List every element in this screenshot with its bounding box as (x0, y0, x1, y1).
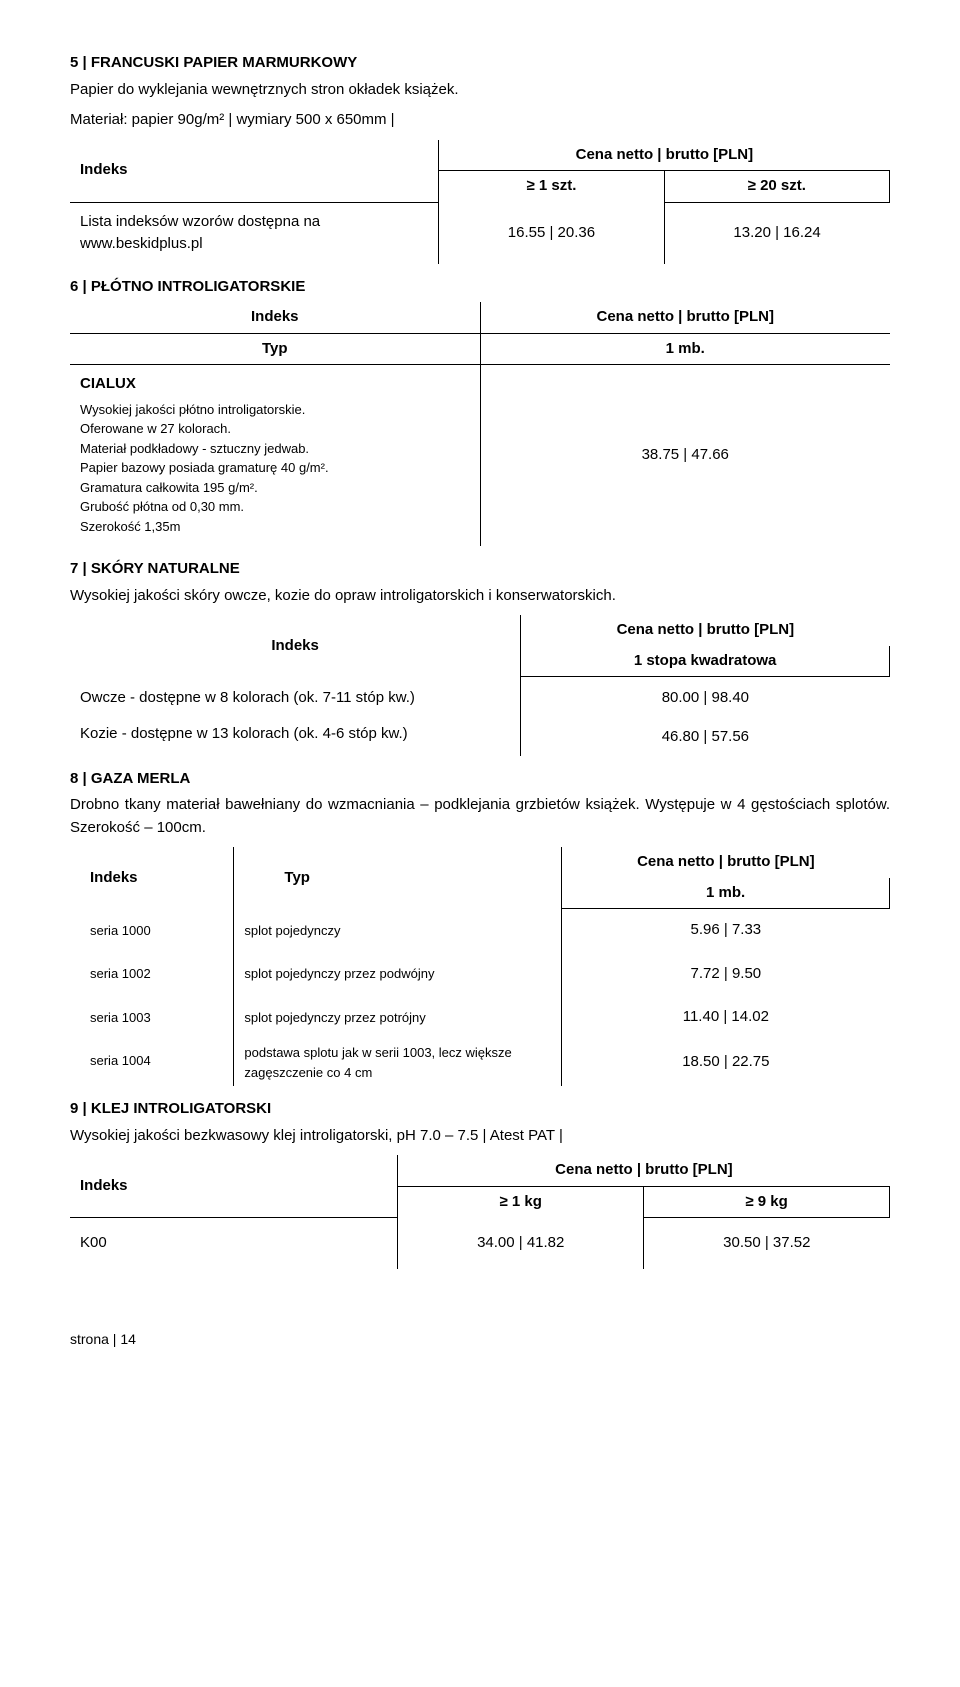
s6-price: 38.75 | 47.66 (480, 365, 890, 547)
s8-idx: seria 1003 (70, 996, 234, 1040)
s5-p2: 13.20 | 16.24 (664, 202, 889, 264)
s9-h-q1: ≥ 1 kg (398, 1186, 644, 1218)
section6-table: Indeks Cena netto | brutto [PLN] Typ 1 m… (70, 302, 890, 546)
s6-d3: Materiał podkładowy - sztuczny jedwab. (80, 439, 470, 459)
s5-h-indeks: Indeks (70, 140, 439, 203)
page-footer: strona | 14 (70, 1329, 890, 1350)
s6-cialux: CIALUX (80, 373, 470, 396)
s9-p1: 34.00 | 41.82 (398, 1218, 644, 1269)
table-row: seria 1004podstawa splotu jak w serii 10… (70, 1039, 890, 1086)
s5-row-label: Lista indeksów wzorów dostępna na www.be… (70, 202, 439, 264)
s6-d7: Szerokość 1,35m (80, 517, 470, 537)
s5-h-price: Cena netto | brutto [PLN] (439, 140, 890, 171)
section5-desc1: Papier do wyklejania wewnętrznych stron … (70, 79, 890, 102)
s6-d6: Grubość płótna od 0,30 mm. (80, 497, 470, 517)
section7-desc: Wysokiej jakości skóry owcze, kozie do o… (70, 585, 890, 608)
s6-d2: Oferowane w 27 kolorach. (80, 419, 470, 439)
s8-price: 5.96 | 7.33 (562, 909, 890, 953)
s7-r1-label: Owcze - dostępne w 8 kolorach (ok. 7-11 … (70, 677, 521, 720)
s8-price: 7.72 | 9.50 (562, 952, 890, 996)
s8-h-typ: Typ (234, 847, 562, 909)
s7-h-price: Cena netto | brutto [PLN] (521, 615, 890, 646)
s9-h-price: Cena netto | brutto [PLN] (398, 1155, 890, 1186)
section9-title: 9 | KLEJ INTROLIGATORSKI (70, 1098, 890, 1121)
s6-d5: Gramatura całkowita 195 g/m². (80, 478, 470, 498)
s7-r2-label: Kozie - dostępne w 13 kolorach (ok. 4-6 … (70, 719, 521, 756)
s9-p2: 30.50 | 37.52 (644, 1218, 890, 1269)
section8-title: 8 | GAZA MERLA (70, 768, 890, 791)
s9-row-idx: K00 (70, 1218, 398, 1269)
s6-d4: Papier bazowy posiada gramaturę 40 g/m². (80, 458, 470, 478)
s7-r1-price: 80.00 | 98.40 (521, 677, 890, 720)
section7-title: 7 | SKÓRY NATURALNE (70, 558, 890, 581)
section5-table: Indeks Cena netto | brutto [PLN] ≥ 1 szt… (70, 140, 890, 264)
s5-h-q2: ≥ 20 szt. (664, 171, 889, 203)
s8-price: 18.50 | 22.75 (562, 1039, 890, 1086)
section7-table: Indeks Cena netto | brutto [PLN] 1 stopa… (70, 615, 890, 756)
s7-r2-price: 46.80 | 57.56 (521, 719, 890, 756)
section8-desc: Drobno tkany materiał bawełniany do wzma… (70, 794, 890, 839)
s8-typ: podstawa splotu jak w serii 1003, lecz w… (234, 1039, 562, 1086)
s8-typ: splot pojedynczy przez potrójny (234, 996, 562, 1040)
table-row: seria 1003splot pojedynczy przez potrójn… (70, 996, 890, 1040)
s9-h-q2: ≥ 9 kg (644, 1186, 890, 1218)
s8-typ: splot pojedynczy (234, 909, 562, 953)
s8-idx: seria 1004 (70, 1039, 234, 1086)
s6-cialux-cell: CIALUX Wysokiej jakości płótno introliga… (70, 365, 480, 547)
section9-table: Indeks Cena netto | brutto [PLN] ≥ 1 kg … (70, 1155, 890, 1269)
s5-h-q1: ≥ 1 szt. (439, 171, 664, 203)
s8-h-price: Cena netto | brutto [PLN] (562, 847, 890, 878)
section5-desc2: Materiał: papier 90g/m² | wymiary 500 x … (70, 109, 890, 132)
s6-h-price: Cena netto | brutto [PLN] (480, 302, 890, 333)
section6-title: 6 | PŁÓTNO INTROLIGATORSKIE (70, 276, 890, 299)
s8-price: 11.40 | 14.02 (562, 996, 890, 1040)
table-row: seria 1000splot pojedynczy5.96 | 7.33 (70, 909, 890, 953)
s6-h-typ: Typ (70, 333, 480, 365)
s7-h-unit: 1 stopa kwadratowa (521, 646, 890, 677)
section9-desc: Wysokiej jakości bezkwasowy klej introli… (70, 1125, 890, 1148)
s6-h-indeks: Indeks (70, 302, 480, 333)
s8-idx: seria 1000 (70, 909, 234, 953)
s8-h-unit: 1 mb. (562, 878, 890, 909)
s7-h-indeks: Indeks (70, 615, 521, 677)
s8-h-indeks: Indeks (70, 847, 234, 909)
section8-table: Indeks Typ Cena netto | brutto [PLN] 1 m… (70, 847, 890, 1086)
s9-h-indeks: Indeks (70, 1155, 398, 1218)
s8-idx: seria 1002 (70, 952, 234, 996)
s6-d1: Wysokiej jakości płótno introligatorskie… (80, 400, 470, 420)
s8-typ: splot pojedynczy przez podwójny (234, 952, 562, 996)
section5-title: 5 | FRANCUSKI PAPIER MARMURKOWY (70, 52, 890, 75)
s6-h-unit: 1 mb. (480, 333, 890, 365)
s5-p1: 16.55 | 20.36 (439, 202, 664, 264)
table-row: seria 1002splot pojedynczy przez podwójn… (70, 952, 890, 996)
